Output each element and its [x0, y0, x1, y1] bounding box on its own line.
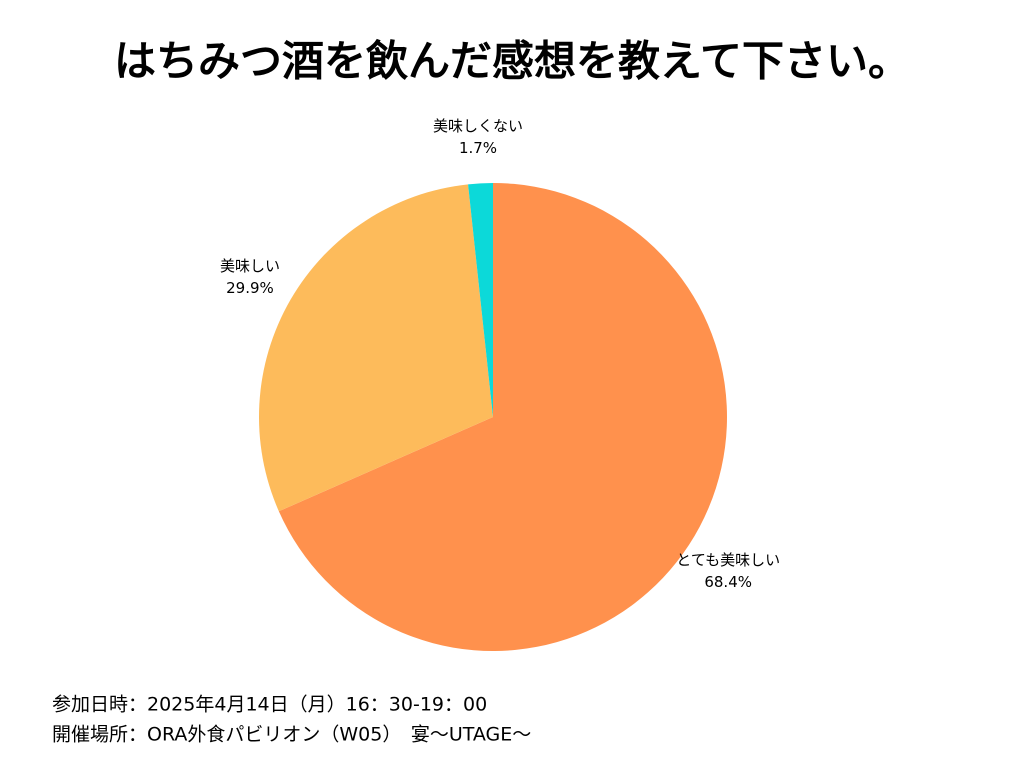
value-label: 68.4% — [704, 573, 752, 591]
pie-slice — [278, 183, 727, 651]
footer-line: 開催場所：ORA外食パビリオン（W05） 宴〜UTAGE〜 — [52, 723, 531, 746]
footer-line: 参加日時：2025年4月14日（月）16：30-19：00 — [52, 694, 487, 716]
pie-slice — [468, 183, 493, 417]
value-label: 29.9% — [226, 279, 274, 297]
pie-slice — [258, 184, 493, 512]
slice-label: 美味しくない — [433, 117, 523, 135]
chart-title: はちみつ酒を飲んだ感想を教えて下さい。 — [114, 37, 910, 86]
slice-label: とても美味しい — [676, 551, 780, 569]
value-label: 1.7% — [459, 139, 497, 157]
slice-label: 美味しい — [220, 257, 280, 275]
